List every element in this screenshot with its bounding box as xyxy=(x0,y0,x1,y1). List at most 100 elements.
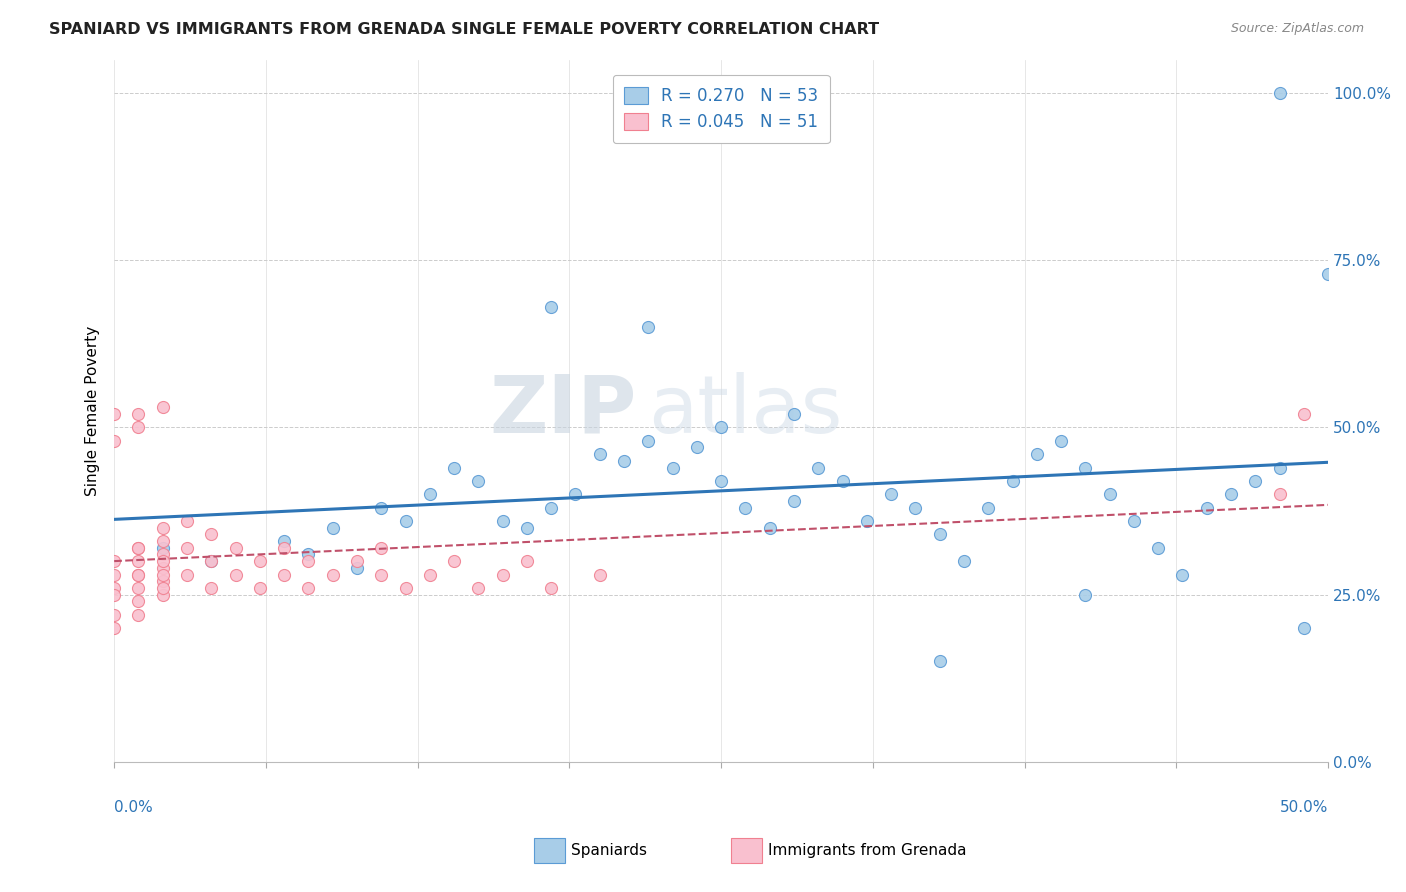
Point xyxy=(322,567,344,582)
Point xyxy=(1292,621,1315,635)
Point xyxy=(249,581,271,595)
Point xyxy=(1268,460,1291,475)
Point xyxy=(1147,541,1170,555)
Point xyxy=(152,567,174,582)
Point xyxy=(273,567,295,582)
Point xyxy=(103,554,125,568)
Point xyxy=(152,541,174,555)
Point xyxy=(249,554,271,568)
Point xyxy=(225,567,247,582)
Point xyxy=(152,581,174,595)
Point xyxy=(103,607,125,622)
Point xyxy=(904,500,927,515)
Point xyxy=(127,594,149,608)
Point xyxy=(225,541,247,555)
Point xyxy=(297,581,319,595)
Point xyxy=(297,548,319,562)
Legend: R = 0.270   N = 53, R = 0.045   N = 51: R = 0.270 N = 53, R = 0.045 N = 51 xyxy=(613,75,830,143)
Point xyxy=(661,460,683,475)
Text: atlas: atlas xyxy=(648,372,842,450)
Point xyxy=(370,541,392,555)
Point xyxy=(127,567,149,582)
Point xyxy=(200,554,222,568)
Point xyxy=(370,567,392,582)
Point xyxy=(1268,86,1291,100)
Point xyxy=(686,441,709,455)
Point xyxy=(1268,487,1291,501)
Point xyxy=(1195,500,1218,515)
Text: SPANIARD VS IMMIGRANTS FROM GRENADA SINGLE FEMALE POVERTY CORRELATION CHART: SPANIARD VS IMMIGRANTS FROM GRENADA SING… xyxy=(49,22,879,37)
Point xyxy=(127,567,149,582)
Text: Spaniards: Spaniards xyxy=(571,844,647,858)
Point xyxy=(419,487,441,501)
Text: 0.0%: 0.0% xyxy=(114,800,153,815)
Point xyxy=(589,447,612,461)
Point xyxy=(127,420,149,434)
Point xyxy=(1098,487,1121,501)
Point xyxy=(200,527,222,541)
Point xyxy=(953,554,976,568)
Point xyxy=(394,581,416,595)
Point xyxy=(1074,588,1097,602)
Point xyxy=(127,607,149,622)
Point xyxy=(1074,460,1097,475)
Point xyxy=(103,581,125,595)
Point xyxy=(176,514,198,528)
Point xyxy=(637,434,659,448)
Point xyxy=(710,420,733,434)
Y-axis label: Single Female Poverty: Single Female Poverty xyxy=(86,326,100,496)
Point xyxy=(127,541,149,555)
Point xyxy=(200,581,222,595)
Point xyxy=(516,521,538,535)
Point xyxy=(370,500,392,515)
Point xyxy=(492,514,515,528)
Point xyxy=(1292,407,1315,421)
Point xyxy=(322,521,344,535)
Point xyxy=(880,487,903,501)
Point xyxy=(589,567,612,582)
Point xyxy=(734,500,756,515)
Point xyxy=(637,320,659,334)
Point xyxy=(273,541,295,555)
Point xyxy=(928,655,950,669)
Point xyxy=(1317,267,1340,281)
Point xyxy=(200,554,222,568)
Point xyxy=(540,300,562,314)
Point xyxy=(807,460,830,475)
Point xyxy=(443,554,465,568)
Point xyxy=(346,561,368,575)
Point xyxy=(152,561,174,575)
Point xyxy=(443,460,465,475)
Point xyxy=(928,527,950,541)
Point xyxy=(152,521,174,535)
Point xyxy=(103,407,125,421)
Point xyxy=(540,500,562,515)
Point xyxy=(176,567,198,582)
Point xyxy=(152,554,174,568)
Point xyxy=(710,474,733,488)
Point xyxy=(467,474,489,488)
Point xyxy=(1001,474,1024,488)
Point xyxy=(152,401,174,415)
Point xyxy=(1171,567,1194,582)
Point xyxy=(492,567,515,582)
Point xyxy=(297,554,319,568)
Point xyxy=(103,588,125,602)
Point xyxy=(1122,514,1144,528)
Point xyxy=(103,434,125,448)
Text: Immigrants from Grenada: Immigrants from Grenada xyxy=(768,844,966,858)
Point xyxy=(831,474,853,488)
Point xyxy=(1244,474,1267,488)
Point xyxy=(127,407,149,421)
Point xyxy=(758,521,780,535)
Point xyxy=(783,494,806,508)
Point xyxy=(346,554,368,568)
Point xyxy=(103,567,125,582)
Point xyxy=(1220,487,1243,501)
Point xyxy=(419,567,441,582)
Text: ZIP: ZIP xyxy=(489,372,636,450)
Point xyxy=(127,554,149,568)
Point xyxy=(273,534,295,549)
Point xyxy=(467,581,489,595)
Point xyxy=(152,534,174,549)
